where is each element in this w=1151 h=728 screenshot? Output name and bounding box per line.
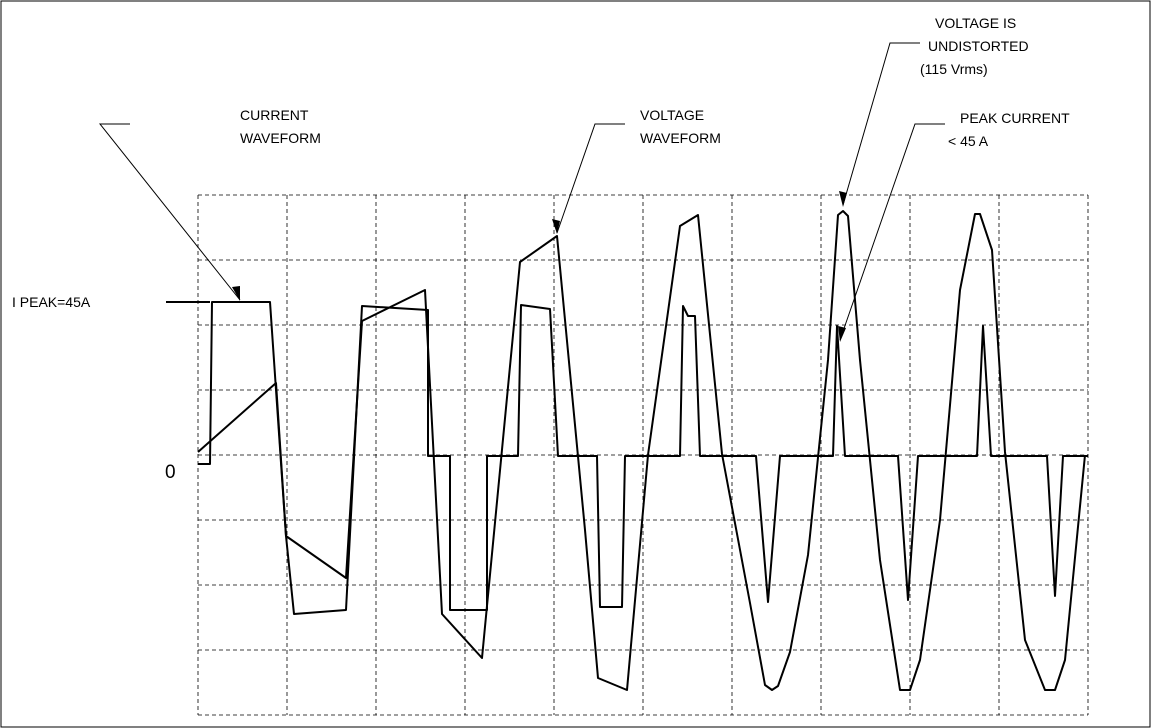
waveform-traces <box>197 210 1088 691</box>
annotation-leaders <box>98 42 945 341</box>
peak-current-arrowhead <box>838 326 846 342</box>
peak-current-line2: < 45 A <box>948 133 989 149</box>
undistorted-arrowhead <box>839 191 847 207</box>
current-waveform <box>198 301 1088 615</box>
current-waveform-label: CURRENT WAVEFORM <box>240 107 321 146</box>
voltage-arrowhead <box>552 219 560 234</box>
arrowheads <box>232 191 847 342</box>
undistorted-leader <box>842 42 920 206</box>
voltage-waveform <box>197 210 1086 691</box>
voltage-waveform-label-line1: VOLTAGE <box>640 107 704 123</box>
peak-current-label: PEAK CURRENT < 45 A <box>948 110 1073 149</box>
zero-label: 0 <box>165 462 176 483</box>
current-leader <box>98 123 241 301</box>
voltage-undistorted-line3: (115 Vrms) <box>920 61 988 77</box>
voltage-waveform-label-line2: WAVEFORM <box>640 130 721 146</box>
peak-current-line1: PEAK CURRENT <box>960 110 1070 126</box>
voltage-undistorted-label: VOLTAGE IS UNDISTORTED (115 Vrms) <box>920 15 1033 77</box>
voltage-leader <box>556 123 625 234</box>
current-waveform-label-line1: CURRENT <box>240 107 309 123</box>
voltage-undistorted-line2: UNDISTORTED <box>928 38 1029 54</box>
current-arrowhead <box>232 286 240 301</box>
voltage-undistorted-line1: VOLTAGE IS <box>935 15 1016 31</box>
peak-current-leader <box>839 123 945 341</box>
voltage-waveform-label: VOLTAGE WAVEFORM <box>640 107 721 146</box>
i-peak-label: I PEAK=45A <box>12 294 91 310</box>
current-waveform-label-line2: WAVEFORM <box>240 130 321 146</box>
